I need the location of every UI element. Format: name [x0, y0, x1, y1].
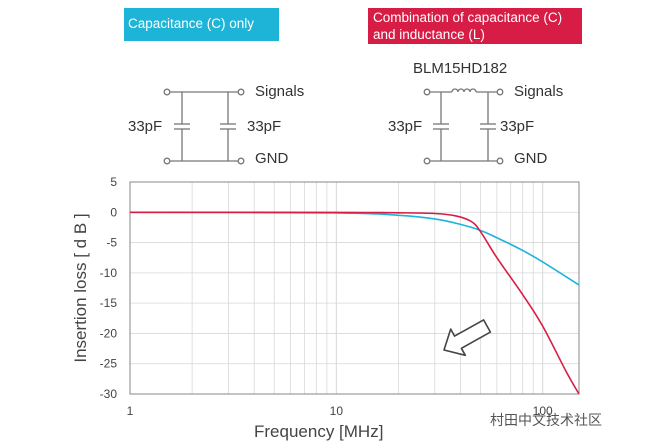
- left-in-terminal: [163, 88, 171, 96]
- right-out-terminal: [496, 88, 504, 96]
- chart-ticks: 1 10 100 5 0 -5 -10 -15 -20 -25 -30: [100, 175, 553, 418]
- y-tick-label: -15: [100, 296, 118, 310]
- right-out-gnd-terminal: [496, 157, 504, 165]
- x-tick-label: 1: [127, 404, 134, 418]
- left-capacitor-2: [220, 92, 236, 161]
- plot-frame: [129, 181, 580, 395]
- part-number: BLM15HD182: [413, 60, 508, 77]
- series-capacitance-only-line: [129, 211, 580, 286]
- left-cap1-value: 33pF: [128, 118, 163, 135]
- right-signals-label: Signals: [514, 83, 564, 100]
- right-gnd-label: GND: [514, 150, 548, 167]
- right-capacitor-2: [480, 92, 496, 161]
- y-tick-label: -30: [100, 387, 118, 401]
- x-axis-title: Frequency [MHz]: [254, 422, 384, 441]
- y-tick-label: -5: [106, 236, 117, 250]
- x-tick-label: 10: [330, 404, 344, 418]
- right-circuit: [423, 88, 504, 165]
- left-in-gnd-terminal: [163, 157, 171, 165]
- left-capacitor-1: [174, 92, 190, 161]
- badge-capacitance-inductance-line2: and inductance (L): [373, 27, 485, 42]
- badge-capacitance-only: Capacitance (C) only: [124, 8, 279, 41]
- annotation-arrow-icon: [443, 319, 492, 357]
- y-tick-label: 0: [110, 205, 117, 219]
- badge-capacitance-only-label: Capacitance (C) only: [128, 16, 255, 31]
- y-tick-label: 5: [110, 175, 117, 189]
- right-cap1-value: 33pF: [388, 118, 423, 135]
- y-axis-title: Insertion loss [ d B ]: [71, 213, 90, 363]
- chart-series: [129, 211, 580, 395]
- left-out-gnd-terminal: [237, 157, 245, 165]
- right-in-terminal: [423, 88, 431, 96]
- right-capacitor-1: [433, 92, 449, 161]
- right-cap2-value: 33pF: [500, 118, 535, 135]
- series-capacitance-inductance-line: [129, 211, 580, 395]
- watermark: 村田中文技术社区: [490, 412, 602, 428]
- inductor-coil-icon: [451, 88, 477, 93]
- left-cap2-value: 33pF: [247, 118, 282, 135]
- right-in-gnd-terminal: [423, 157, 431, 165]
- y-tick-label: -10: [100, 266, 118, 280]
- badge-capacitance-inductance-line1: Combination of capacitance (C): [373, 10, 563, 25]
- left-out-terminal: [237, 88, 245, 96]
- y-tick-label: -25: [100, 357, 118, 371]
- left-signals-label: Signals: [255, 83, 305, 100]
- left-circuit: [163, 88, 245, 165]
- left-gnd-label: GND: [255, 150, 289, 167]
- x-tick-label: 100: [533, 404, 553, 418]
- badge-capacitance-inductance: Combination of capacitance (C) and induc…: [368, 8, 582, 44]
- y-tick-label: -20: [100, 326, 118, 340]
